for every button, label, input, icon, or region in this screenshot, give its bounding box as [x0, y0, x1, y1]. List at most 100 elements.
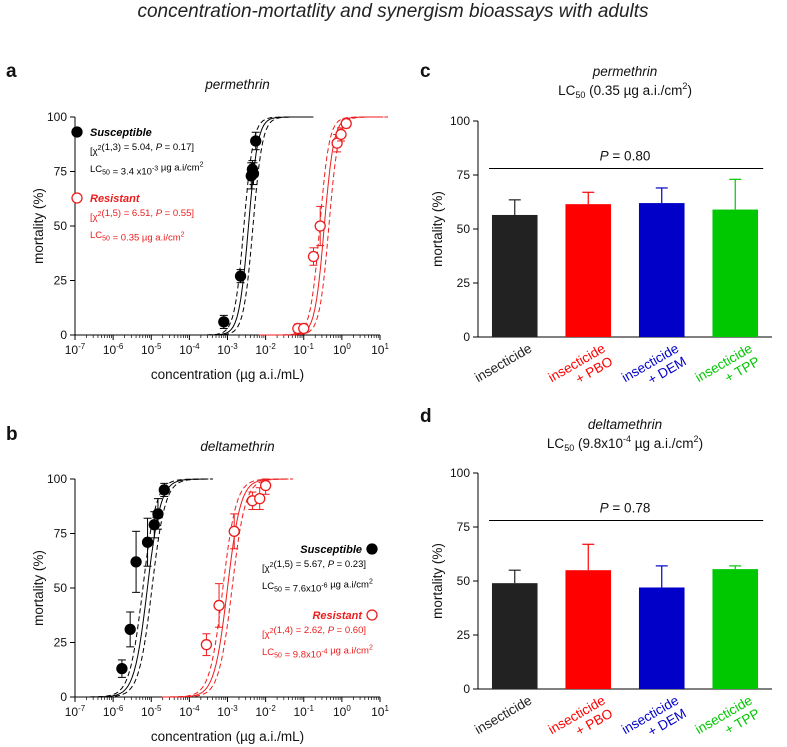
legend-marker: [366, 609, 378, 621]
panel-title: deltamethrin: [200, 439, 274, 454]
confidence-band-curve: [81, 478, 204, 698]
panel-subtitle: LC50 (9.8x10-4 µg a.i./cm2): [547, 434, 703, 453]
y-axis-label: mortality (%): [31, 550, 46, 626]
data-point: [148, 519, 160, 531]
panel-title: permethrin: [204, 77, 270, 92]
figure-title: concentration-mortatlity and synergism b…: [137, 1, 649, 22]
data-point: [213, 599, 225, 612]
y-tick-label: 100: [450, 114, 470, 128]
y-tick-label: 100: [47, 472, 67, 486]
y-axis-label: mortality (%): [430, 191, 445, 267]
data-point: [124, 623, 136, 636]
category-label: insecticide+ TPP: [693, 341, 763, 398]
legend-lc50: LC50 = 0.35 µg a.i/cm2: [90, 230, 185, 244]
category-label: insecticide+ DEM: [619, 693, 689, 747]
data-point: [158, 484, 170, 496]
x-tick-label: 10-4: [179, 342, 200, 357]
bar: [491, 583, 538, 689]
y-tick-label: 0: [60, 690, 67, 704]
y-tick-label: 0: [463, 682, 470, 696]
confidence-band-curve: [182, 116, 305, 336]
y-tick-label: 50: [457, 222, 471, 236]
p-value-label: P = 0.80: [600, 149, 651, 164]
probit-fit-curve: [187, 116, 310, 336]
y-tick-label: 75: [54, 165, 68, 179]
data-point: [234, 270, 247, 282]
bar: [565, 570, 612, 689]
data-point: [307, 250, 320, 263]
bar-panel-d: 0 25 50 75 100 mortality (%) deltamethrin LC50 …: [430, 417, 772, 747]
x-tick-label: 100: [333, 704, 351, 719]
category-label: insecticide+ PBO: [546, 341, 616, 398]
data-point: [247, 168, 260, 180]
legend-stat: [χ2(1,5) = 6.51, P = 0.55]: [90, 208, 194, 223]
data-point: [116, 663, 128, 675]
confidence-band-curve: [192, 116, 314, 336]
panel-letter: a: [6, 61, 17, 82]
legend-marker: [71, 192, 83, 204]
data-point: [314, 220, 326, 232]
x-axis-label: concentration (µg a.i./mL): [151, 729, 304, 744]
data-point: [152, 508, 164, 520]
legend-marker: [366, 543, 378, 555]
data-point: [228, 525, 240, 537]
x-tick-label: 101: [371, 342, 389, 357]
legend-lc50: LC50 = 3.4 x10-3 µg a.i/cm2: [90, 162, 204, 178]
x-tick-label: 10-5: [141, 704, 162, 719]
x-tick-label: 10-3: [217, 704, 238, 719]
panel-title: deltamethrin: [588, 417, 662, 432]
bar: [712, 569, 759, 689]
x-tick-label: 10-2: [255, 342, 276, 357]
x-tick-label: 10-3: [217, 342, 238, 357]
x-tick-label: 10-6: [103, 704, 124, 719]
x-tick-label: 10-7: [65, 704, 86, 719]
x-tick-label: 10-2: [255, 704, 276, 719]
y-tick-label: 25: [54, 636, 68, 650]
category-label: insecticide+ TPP: [693, 693, 763, 747]
category-label: insecticide: [472, 341, 534, 386]
legend-label: Resistant: [312, 610, 363, 622]
legend-stat: [χ2(1,4) = 2.62, P = 0.60]: [262, 625, 366, 640]
y-axis-label: mortality (%): [31, 188, 46, 264]
y-tick-label: 25: [54, 274, 68, 288]
x-tick-label: 10-5: [141, 342, 162, 357]
bar-panel-c: 0 25 50 75 100 mortality (%) permethrin LC50 (0…: [430, 64, 772, 398]
data-point: [259, 479, 272, 492]
bar: [638, 203, 685, 337]
confidence-band-curve: [91, 478, 213, 698]
legend-label: Resistant: [90, 193, 141, 205]
y-tick-label: 25: [457, 628, 471, 642]
legend-lc50: LC50 = 9.8x10-4 µg a.i/cm2: [262, 645, 373, 661]
y-tick-label: 75: [54, 527, 68, 541]
data-point: [298, 322, 310, 335]
confidence-band-curve: [267, 116, 388, 336]
panel-letter: c: [420, 61, 431, 82]
data-point: [250, 135, 262, 147]
y-tick-label: 0: [463, 330, 470, 344]
panel-letter: d: [420, 406, 432, 427]
x-tick-label: 10-1: [294, 704, 315, 719]
category-label: insecticide+ DEM: [619, 341, 689, 398]
x-tick-label: 10-1: [294, 342, 315, 357]
y-tick-label: 100: [450, 466, 470, 480]
y-tick-label: 75: [457, 520, 471, 534]
p-value-label: P = 0.78: [600, 501, 651, 516]
y-tick-label: 50: [54, 581, 68, 595]
probit-fit-curve: [86, 478, 209, 698]
dose-response-panel-b: 10-7 10-6 10-5 10-4 10-3 10-2 10-1 100 101 0 25 50 7…: [31, 439, 389, 744]
x-axis-label: concentration (µg a.i./mL): [151, 367, 304, 382]
panel-title: permethrin: [592, 64, 658, 79]
y-tick-label: 75: [457, 168, 471, 182]
data-point: [254, 492, 266, 505]
x-tick-label: 10-6: [103, 342, 124, 357]
category-label: insecticide+ PBO: [546, 693, 616, 747]
x-tick-label: 101: [371, 704, 389, 719]
y-tick-label: 25: [457, 276, 471, 290]
legend-marker: [71, 126, 83, 138]
data-point: [141, 536, 154, 548]
bar: [638, 587, 685, 689]
x-tick-label: 100: [333, 342, 351, 357]
legend-stat: [χ2(1,5) = 5.67, P = 0.23]: [262, 559, 366, 574]
bar: [491, 214, 538, 337]
